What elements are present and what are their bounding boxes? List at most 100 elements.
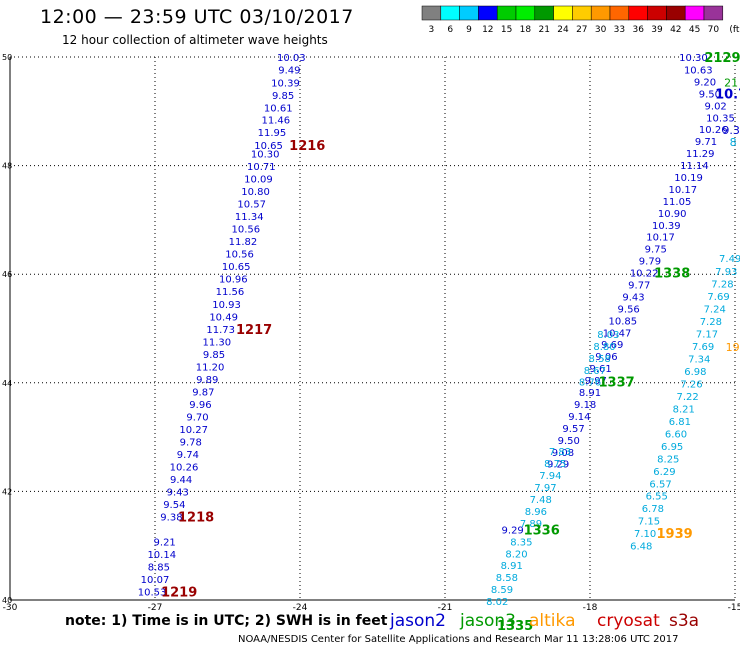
legend-label: 6 [447,25,453,35]
wave-height-value: 7.69 [707,292,729,303]
wave-height-value: 11.95 [258,128,287,139]
legend-label: 42 [670,25,681,35]
wave-height-value: 6.78 [642,504,664,515]
wave-height-value: 6.57 [649,479,671,490]
wave-height-value: 9.79 [639,257,661,268]
wave-height-value: 8.91 [579,388,601,399]
wave-height-value: 9.74 [177,450,199,461]
x-tick-label: -24 [293,603,308,613]
axes: -30 -27 -24 -21 -18 -15 40 42 44 46 48 50 [2,53,740,613]
wave-height-value: 9.89 [196,375,218,386]
wave-height-value: 7.83 [549,447,571,458]
pass-number-label: 10.7 [715,87,740,102]
wave-height-value: 9.78 [180,437,202,448]
wave-height-value: 11.29 [686,149,715,160]
pass-number-label: 1336 [524,523,560,538]
wave-height-value: 8.96 [525,507,547,518]
wave-height-value: 7.34 [688,354,710,365]
legend-label: 21 [538,25,549,35]
wave-height-value: 10.22 [630,269,659,280]
legend-swatch [703,5,724,21]
legend-label: 24 [557,25,569,35]
pass-number-label: 8 [730,136,737,149]
wave-height-value: 8.20 [505,549,527,560]
wave-height-value: 10.35 [706,113,735,124]
wave-height-value: 9.08 [552,448,574,459]
wave-height-value: 9.38 [160,512,182,523]
wave-height-value: 10.65 [254,141,283,152]
y-tick-label: 50 [2,53,12,62]
wave-height-value: 9.96 [189,400,211,411]
wave-height-value: 8.67 [584,366,606,377]
wave-height-value: 10.30 [679,53,708,64]
wave-height-value: 7.28 [700,317,722,328]
wave-height-value: 10.17 [668,185,697,196]
footer-note: note: 1) Time is in UTC; 2) SWH is in fe… [65,613,388,629]
wave-height-value: 10.17 [646,233,675,244]
wave-height-value: 9.14 [568,412,590,423]
wave-height-value: 10.49 [209,313,238,324]
wave-height-value: 9.21 [154,537,176,548]
wave-height-value: 8.21 [673,404,695,415]
wave-height-value: 8.58 [496,573,518,584]
wave-height-value: 8.80 [593,342,615,353]
wave-height-value: 7.94 [539,471,561,482]
legend-label: 9 [466,25,472,35]
wave-height-value: 9.54 [163,500,185,511]
wave-height-value: 10.61 [264,103,293,114]
wave-height-value: 9.43 [167,487,189,498]
wave-height-value: 10.27 [179,425,208,436]
credit-line: NOAA/NESDIS Center for Satellite Applica… [238,634,679,645]
wave-height-value: 7.17 [696,329,718,340]
pass-number-label: 2129 [704,51,740,66]
data-points: 10.039.4910.399.8510.6111.4611.9510.6510… [138,53,740,608]
wave-height-value: 9.56 [618,304,640,315]
x-tick-label: -18 [583,603,598,613]
wave-height-value: 9.29 [547,460,569,471]
pass-number-label: 19 [726,341,740,354]
legend-label: 3 [429,25,435,35]
wave-height-value: 9.49 [278,65,300,76]
wave-height-value: 11.82 [229,237,258,248]
legend-label: 30 [595,25,607,35]
wave-height-value: 7.28 [711,279,733,290]
wave-height-value: 10.65 [222,262,251,273]
x-tick-label: -15 [728,603,740,613]
pass-number-label: 1216 [289,139,325,154]
wave-height-value: 7.26 [680,379,702,390]
y-tick-label: 48 [2,162,12,171]
wave-height-value: 9.43 [622,292,644,303]
wave-height-value: 10.71 [247,162,276,173]
wave-height-value: 10.47 [603,328,632,339]
wave-height-value: 7.48 [530,495,552,506]
wave-height-value: 8.75 [544,459,566,470]
wave-height-value: 10.07 [141,575,170,586]
wave-height-value: 8.58 [589,354,611,365]
wave-height-value: 7.22 [677,392,699,403]
wave-height-value: 10.39 [271,79,300,90]
wave-height-value: 9.44 [170,475,192,486]
wave-height-value: 9.85 [203,350,225,361]
legend-label: (ft) [729,25,740,35]
wave-height-value: 10.56 [232,225,261,236]
wave-height-value: 10.26 [170,462,199,473]
wave-height-value: 9.50 [558,436,580,447]
wave-height-value: 10.39 [652,221,681,232]
wave-height-value: 11.34 [235,212,264,223]
pass-number-label: 9.3 [722,124,740,137]
wave-height-value: 8.59 [491,585,513,596]
wave-height-value: 7.69 [692,342,714,353]
wave-height-value: 9.87 [192,387,214,398]
wave-height-value: 10.09 [244,175,273,186]
wave-height-value: 11.05 [663,197,692,208]
legend-label: 12 [482,25,493,35]
legend-label: 70 [708,25,720,35]
wave-height-value: 11.46 [262,115,291,126]
pass-number-label: 1217 [236,323,272,338]
wave-height-value: 10.80 [241,187,270,198]
y-tick-label: 42 [2,487,12,496]
chart-title: 12:00 — 23:59 UTC 03/10/2017 [40,6,354,28]
wave-height-value: 6.55 [646,492,668,503]
